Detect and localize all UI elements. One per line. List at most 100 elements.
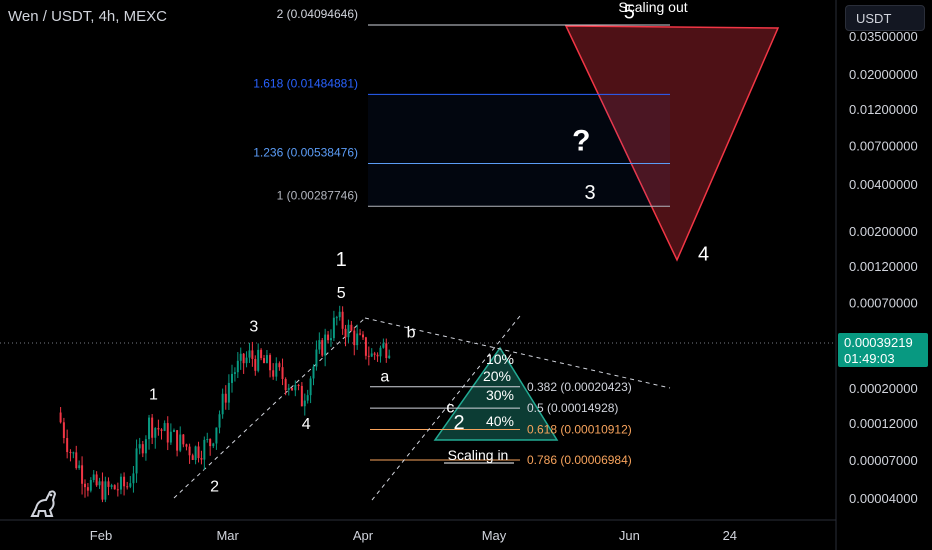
candle-body xyxy=(86,487,89,491)
candle-body xyxy=(166,423,169,443)
candle-body xyxy=(107,481,110,487)
candle-body xyxy=(151,417,154,438)
candle-body xyxy=(116,489,119,491)
dashed-trendline xyxy=(173,317,366,499)
wave-label: ? xyxy=(572,125,590,158)
chart-title: Wen / USDT, 4h, MEXC xyxy=(8,8,167,25)
candle-body xyxy=(83,483,86,488)
candle-body xyxy=(306,395,309,401)
candle-body xyxy=(236,360,239,373)
scaling-out-label: Scaling out xyxy=(618,0,687,15)
grid xyxy=(0,0,837,550)
candle-body xyxy=(141,444,144,454)
candle-body xyxy=(231,373,233,383)
candle-body xyxy=(341,311,344,329)
candle-body xyxy=(95,474,98,486)
candle-body xyxy=(185,444,188,447)
candle-body xyxy=(265,355,268,364)
candle-body xyxy=(218,414,221,428)
currency-selector[interactable]: USDT xyxy=(845,5,925,31)
candle-body xyxy=(379,347,382,357)
candle-body xyxy=(92,474,95,480)
candle-body xyxy=(163,423,166,431)
candle-body xyxy=(209,439,212,447)
fib-extension: 2 (0.04094646) 1.618 (0.01484881) 1.236 (0… xyxy=(253,7,670,207)
y-tick-label: 0.00004000 xyxy=(849,491,918,506)
scaling-tier-label: 20% xyxy=(483,368,511,384)
candle-body xyxy=(242,353,245,364)
candle-body xyxy=(388,355,391,359)
bar-countdown: 01:49:03 xyxy=(844,351,895,366)
candle-body xyxy=(157,428,160,430)
candle-body xyxy=(315,349,318,367)
candle-body xyxy=(182,434,185,445)
y-tick-label: 0.01200000 xyxy=(849,102,918,117)
candle-body xyxy=(81,465,84,484)
x-tick-label: Feb xyxy=(90,528,112,543)
candle-body xyxy=(254,358,257,371)
wave-label: c xyxy=(446,400,454,417)
candle-body xyxy=(227,382,230,403)
candle-body xyxy=(260,349,263,359)
candle-body xyxy=(110,485,113,487)
candle-body xyxy=(329,338,332,341)
candle-body xyxy=(324,334,327,356)
candle-body xyxy=(206,439,209,441)
candle-body xyxy=(318,340,321,350)
candle-body xyxy=(119,476,122,490)
candle-body xyxy=(300,385,303,407)
candle-body xyxy=(89,479,92,491)
y-tick-label: 0.03500000 xyxy=(849,29,918,44)
candle-body xyxy=(169,431,172,443)
candle-body xyxy=(294,384,297,391)
candle-body xyxy=(291,387,294,391)
fib-retracement-label: 0.382 (0.00020423) xyxy=(527,380,632,394)
candle-body xyxy=(98,481,101,486)
wave-label: 5 xyxy=(337,285,346,302)
candle-body xyxy=(245,357,248,364)
scaling-in-zone xyxy=(433,346,559,441)
wave-label: 3 xyxy=(585,182,596,204)
candle-body xyxy=(353,330,356,346)
candle-body xyxy=(376,354,379,357)
candle-body xyxy=(138,444,141,449)
y-tick-label: 0.02000000 xyxy=(849,67,918,82)
y-tick-label: 0.00070000 xyxy=(849,296,918,311)
current-price: 0.00039219 xyxy=(844,335,913,350)
candle-body xyxy=(123,476,126,487)
candle-body xyxy=(148,417,151,440)
fib-retracement-label: 0.5 (0.00014928) xyxy=(527,401,618,415)
wave-label: b xyxy=(407,325,416,342)
scaling-tier-label: 30% xyxy=(486,387,514,403)
candle-body xyxy=(257,349,260,371)
x-tick-label: May xyxy=(482,528,507,543)
wave-label: 1 xyxy=(149,386,158,403)
candle-body xyxy=(59,412,62,423)
candle-body xyxy=(303,400,306,407)
candle-body xyxy=(382,343,385,348)
current-price-badge: 0.00039219 01:49:03 xyxy=(838,333,928,367)
x-tick-label: Jun xyxy=(619,528,640,543)
candle-body xyxy=(154,428,157,438)
candle-body xyxy=(203,439,206,460)
scaling-tier-label: 40% xyxy=(486,413,514,429)
y-axis: 0.03500000 0.02000000 0.01200000 0.00700000… xyxy=(849,29,918,506)
candle-body xyxy=(263,358,266,364)
trendlines xyxy=(173,315,671,501)
candle-body xyxy=(101,481,104,500)
tradingview-logo-icon[interactable] xyxy=(28,486,58,523)
candle-body xyxy=(385,343,388,359)
candle-body xyxy=(335,317,338,319)
y-tick-label: 0.00120000 xyxy=(849,259,918,274)
candle-body xyxy=(275,363,278,377)
candle-body xyxy=(62,422,65,439)
y-tick-label: 0.00200000 xyxy=(849,224,918,239)
candle-body xyxy=(215,427,218,444)
wave-label: 4 xyxy=(302,416,311,433)
candle-body xyxy=(172,430,175,432)
fib-extension-fill xyxy=(368,94,670,207)
candle-body xyxy=(160,429,163,431)
wave-label: 2 xyxy=(210,478,219,495)
